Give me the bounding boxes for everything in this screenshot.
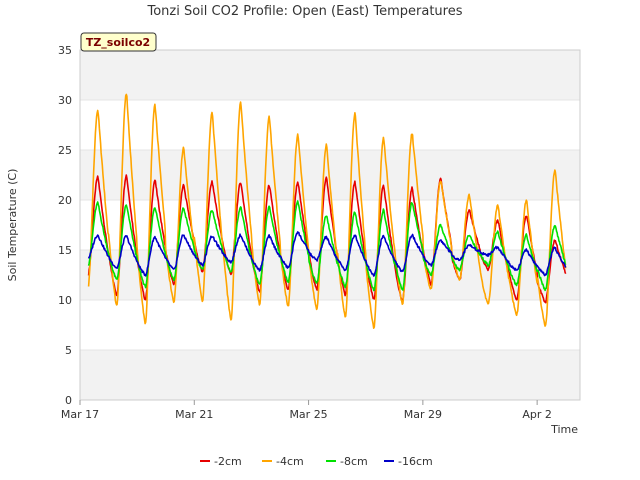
y-tick-label: 25	[58, 144, 72, 157]
y-tick-label: 20	[58, 194, 72, 207]
badge-box	[80, 32, 157, 52]
y-axis-label: Soil Temperature (C)	[6, 169, 19, 282]
badge: TZ_soilco2	[80, 32, 157, 52]
legend[interactable]: -2cm -4cm -8cm -16cm	[200, 455, 433, 468]
plot-border	[79, 49, 581, 401]
y-axis-ticks: 0 5 10 15 20 25 30 35	[58, 44, 72, 407]
y-tick-label: 10	[58, 294, 72, 307]
y-tick-label: 30	[58, 94, 72, 107]
x-axis-ticks: Mar 17 Mar 21 Mar 25 Mar 29 Apr 2	[61, 400, 552, 421]
x-tick-label: Mar 17	[61, 408, 99, 421]
y-tick-label: 15	[58, 244, 72, 257]
y-tick-label: 35	[58, 44, 72, 57]
x-axis-label: Time	[550, 423, 578, 436]
y-tick-label: 5	[65, 344, 72, 357]
badge-label: TZ_soilco2	[86, 36, 150, 49]
legend-label: -4cm	[276, 455, 304, 468]
legend-label: -2cm	[214, 455, 242, 468]
plot-background	[79, 49, 581, 401]
series-line-minus-4cm	[87, 93, 567, 330]
grid-band	[80, 250, 580, 300]
x-tick-label: Mar 29	[404, 408, 442, 421]
plot-area	[80, 50, 580, 400]
chart-title: Tonzi Soil CO2 Profile: Open (East) Temp…	[146, 4, 462, 19]
x-tick-label: Apr 2	[522, 408, 552, 421]
legend-label: -8cm	[340, 455, 368, 468]
grid-band	[80, 50, 580, 100]
series-line-minus-16cm	[87, 231, 567, 277]
y-tick-label: 0	[65, 394, 72, 407]
legend-label: -16cm	[398, 455, 433, 468]
x-tick-label: Mar 21	[175, 408, 213, 421]
x-tick-label: Mar 25	[289, 408, 327, 421]
grid-band	[80, 350, 580, 400]
series-lines	[87, 93, 567, 330]
series-line-minus-8cm	[87, 200, 567, 292]
